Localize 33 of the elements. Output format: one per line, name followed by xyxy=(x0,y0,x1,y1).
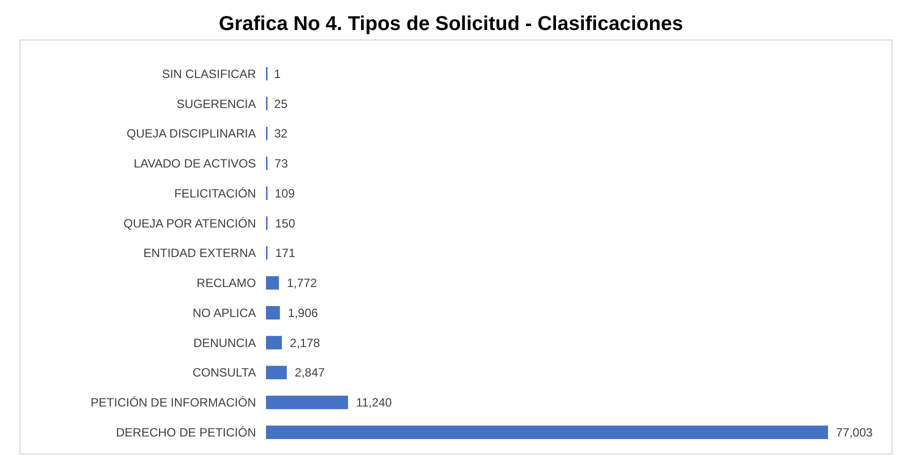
y-tick-label: RECLAMO xyxy=(196,276,256,290)
data-label: 1 xyxy=(274,66,282,81)
data-label: 73 xyxy=(274,156,288,171)
y-tick-label: DERECHO DE PETICIÓN xyxy=(116,426,256,440)
y-tick-label: QUEJA DISCIPLINARIA xyxy=(126,126,256,141)
data-label: 1,906 xyxy=(288,306,318,320)
bar xyxy=(266,426,828,440)
y-tick-label: PETICIÓN DE INFORMACIÓN xyxy=(90,396,256,410)
data-label: 2,847 xyxy=(294,366,326,380)
y-tick-label: QUEJA POR ATENCIÓN xyxy=(124,216,256,230)
bar xyxy=(266,276,279,290)
data-label: 32 xyxy=(274,126,288,141)
bar xyxy=(266,306,280,320)
y-tick-label: FELICITACIÓN xyxy=(174,186,256,200)
y-tick-label: SUGERENCIA xyxy=(176,96,256,111)
bar xyxy=(266,396,348,410)
data-label: 109 xyxy=(274,186,296,200)
y-tick-label: LAVADO DE ACTIVOS xyxy=(134,156,256,171)
y-tick-label: DENUNCIA xyxy=(193,336,256,350)
y-tick-label: NO APLICA xyxy=(192,306,256,320)
bar xyxy=(266,336,282,350)
chart-title: Grafica No 4. Tipos de Solicitud - Clasificaciones xyxy=(218,13,684,35)
y-tick-label: SIN CLASIFICAR xyxy=(162,66,256,81)
data-label: 11,240 xyxy=(356,396,392,410)
bar xyxy=(266,366,287,380)
data-label: 1,772 xyxy=(286,276,318,290)
data-label: 2,178 xyxy=(290,336,320,350)
y-tick-label: CONSULTA xyxy=(192,366,256,380)
data-label: 171 xyxy=(275,246,296,260)
data-label: 25 xyxy=(274,96,288,111)
y-tick-label: ENTIDAD EXTERNA xyxy=(143,246,256,260)
data-label: 77,003 xyxy=(836,426,874,440)
data-label: 150 xyxy=(275,216,296,230)
